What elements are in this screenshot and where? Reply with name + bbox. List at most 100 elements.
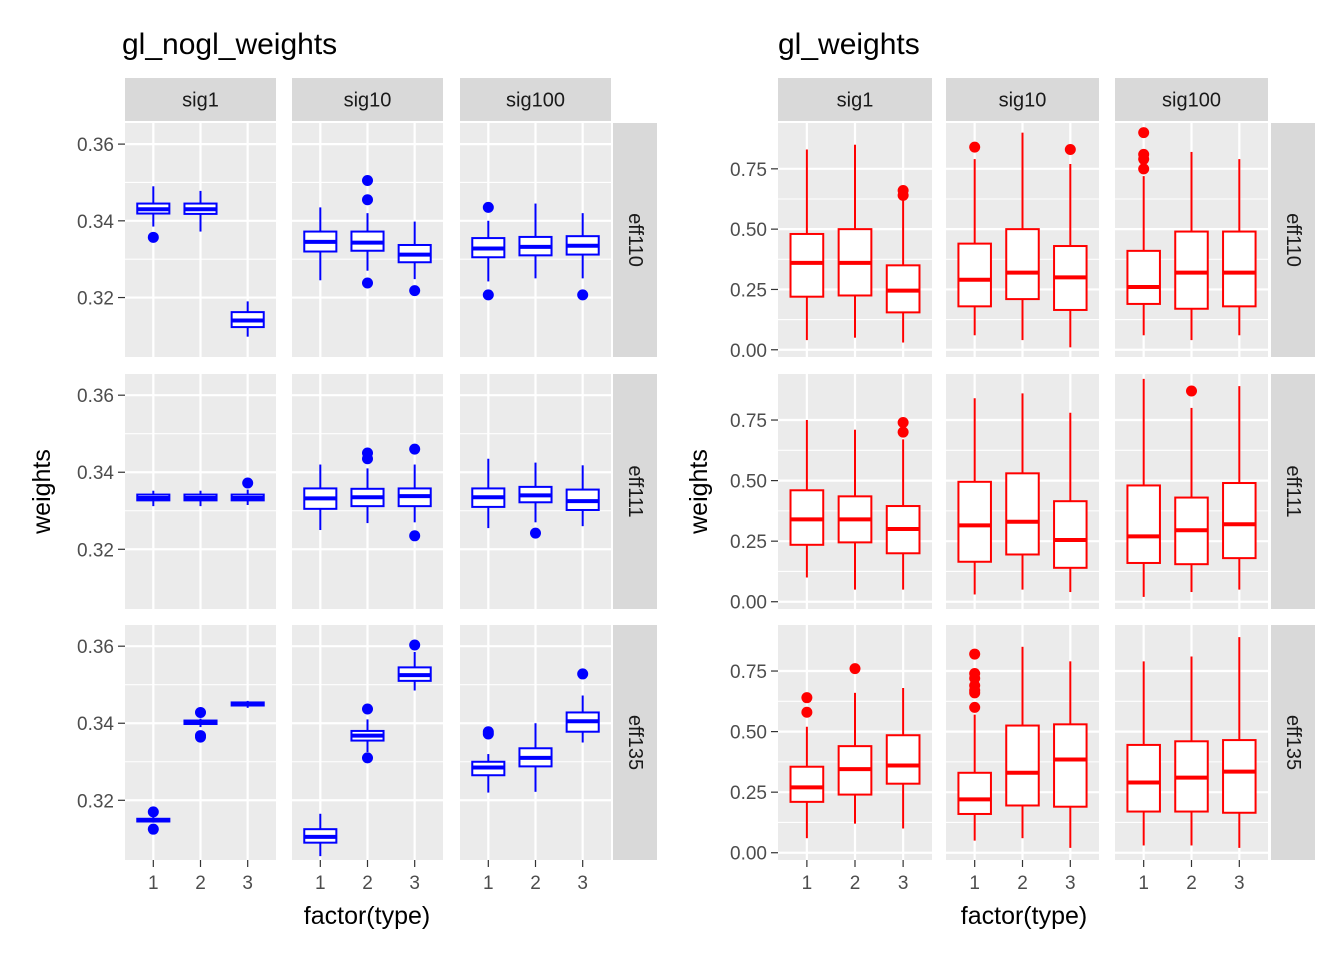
box-1 (303, 207, 338, 281)
strip-label-eff111: eff111 (1282, 465, 1304, 517)
box-2 (1174, 656, 1209, 846)
outlier-point (969, 141, 981, 153)
x-tick-label: 1 (483, 873, 494, 894)
y-tick-label: 0.25 (730, 280, 767, 301)
box-2 (183, 706, 218, 743)
box-iqr (1222, 482, 1257, 560)
outlier-point (409, 285, 421, 297)
box-iqr (789, 232, 825, 298)
strip-label-sig10: sig10 (999, 90, 1047, 112)
outlier-point (1138, 163, 1150, 175)
box-iqr (1126, 249, 1161, 305)
outlier-point (195, 706, 206, 718)
outlier-point (482, 728, 494, 740)
x-tick-label: 2 (530, 873, 541, 894)
y-axis-title: weights (685, 449, 713, 535)
box-3 (1053, 144, 1088, 348)
panel-sig100-eff110 (1115, 123, 1268, 357)
strip-label-eff135: eff135 (624, 715, 646, 770)
strip-row-eff111 (613, 374, 657, 609)
chart-title: gl_nogl_weights (122, 28, 337, 61)
box-3 (230, 700, 265, 708)
panel-sig100-eff135 (460, 625, 611, 860)
x-tick-label: 3 (1065, 873, 1076, 894)
box-iqr (1005, 228, 1040, 301)
strip-row-eff110 (613, 123, 657, 357)
box-iqr (1222, 739, 1257, 814)
outlier-point (1186, 385, 1197, 397)
box-iqr (1126, 484, 1161, 564)
x-tick-label: 2 (850, 873, 861, 894)
box-2 (1174, 151, 1209, 341)
box-iqr (1126, 743, 1161, 813)
strip-col-sig1 (125, 78, 276, 121)
outlier-point (409, 443, 421, 455)
strip-label-eff135: eff135 (1282, 715, 1304, 770)
box-2 (183, 490, 218, 507)
strip-label-sig1: sig1 (837, 90, 874, 112)
x-tick-label: 2 (1186, 873, 1197, 894)
outlier-point (482, 201, 494, 213)
box-iqr (957, 242, 992, 308)
strip-col-sig100 (460, 78, 611, 121)
strip-label-eff111: eff111 (624, 465, 646, 517)
box-3 (885, 687, 921, 829)
outlier-point (147, 231, 159, 243)
box-1 (136, 490, 171, 507)
outlier-point (195, 731, 206, 743)
strip-label-sig1: sig1 (182, 90, 219, 112)
box-1 (136, 186, 171, 243)
outlier-point (577, 668, 589, 680)
box-1 (471, 201, 506, 301)
y-tick-label: 0.32 (77, 289, 114, 310)
panel-sig100-eff111 (460, 374, 611, 609)
strip-row-eff135 (1271, 625, 1315, 860)
x-axis-title: factor(type) (961, 902, 1087, 930)
panel-sig10-eff110 (946, 123, 1099, 357)
chart-title: gl_weights (778, 28, 920, 61)
strip-row-eff110 (1271, 123, 1315, 357)
box-3 (397, 639, 432, 691)
outlier-point (362, 175, 373, 187)
panel-sig1-eff135 (778, 625, 932, 860)
box-3 (1053, 412, 1088, 593)
outlier-point (969, 701, 981, 713)
x-tick-label: 3 (577, 873, 588, 894)
box-2 (350, 447, 385, 524)
box-2 (518, 723, 553, 792)
y-tick-label: 0.34 (77, 463, 114, 484)
box-3 (230, 301, 265, 337)
y-tick-label: 0.34 (77, 714, 114, 735)
box-1 (471, 458, 506, 529)
box-1 (1126, 378, 1161, 597)
x-axis-title: factor(type) (304, 902, 430, 930)
box-2 (1005, 393, 1040, 590)
outlier-point (362, 194, 373, 206)
panel-sig10-eff111 (946, 374, 1099, 609)
outlier-point (897, 416, 909, 428)
x-tick-label: 3 (242, 873, 253, 894)
box-2 (837, 144, 873, 338)
panel-sig1-eff111 (125, 374, 276, 609)
outlier-point (577, 289, 589, 301)
strip-col-sig10 (292, 78, 443, 121)
box-1 (136, 806, 171, 835)
y-tick-label: 0.00 (730, 593, 767, 614)
outlier-point (362, 703, 373, 715)
box-3 (397, 443, 432, 542)
strip-col-sig1 (778, 78, 932, 121)
x-tick-label: 1 (1138, 873, 1149, 894)
y-tick-label: 0.25 (730, 532, 767, 553)
x-tick-label: 1 (969, 873, 980, 894)
x-tick-label: 3 (1234, 873, 1245, 894)
box-3 (885, 416, 921, 590)
panel-sig10-eff111 (292, 374, 443, 609)
y-tick-label: 0.75 (730, 662, 767, 683)
box-1 (789, 692, 825, 839)
box-2 (350, 703, 385, 764)
x-tick-label: 2 (195, 873, 206, 894)
box-1 (471, 726, 506, 793)
box-2 (1174, 385, 1209, 593)
x-tick-label: 1 (802, 873, 813, 894)
